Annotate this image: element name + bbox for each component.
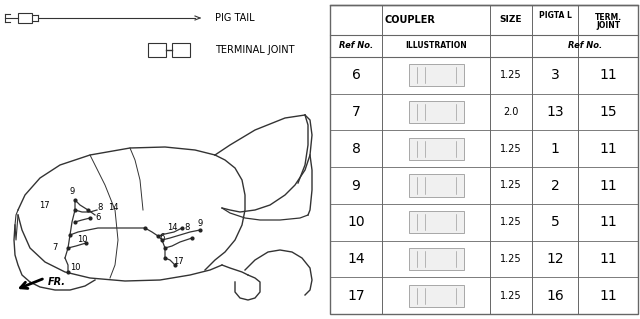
Text: 9: 9 <box>69 188 75 197</box>
Text: 14: 14 <box>167 224 177 233</box>
Text: 1: 1 <box>550 142 559 156</box>
Text: 10: 10 <box>70 263 80 272</box>
Text: 8: 8 <box>97 203 102 211</box>
Text: 11: 11 <box>599 179 617 192</box>
Text: 17: 17 <box>173 257 183 266</box>
Text: TERMINAL JOINT: TERMINAL JOINT <box>215 45 294 55</box>
Text: 1.25: 1.25 <box>500 254 522 264</box>
Text: 11: 11 <box>599 68 617 82</box>
Text: 14: 14 <box>108 203 118 211</box>
Text: 7: 7 <box>351 105 360 119</box>
Text: 9: 9 <box>351 179 360 192</box>
Text: 12: 12 <box>546 252 564 266</box>
Text: 1.25: 1.25 <box>500 144 522 154</box>
Text: PIG TAIL: PIG TAIL <box>215 13 255 23</box>
Bar <box>18 13 32 23</box>
Text: 11: 11 <box>599 142 617 156</box>
Text: 11: 11 <box>599 289 617 303</box>
Text: 15: 15 <box>599 105 617 119</box>
Text: 6: 6 <box>351 68 360 82</box>
Text: 6: 6 <box>159 234 164 242</box>
Bar <box>408 138 463 160</box>
Text: 1.25: 1.25 <box>500 70 522 80</box>
Text: Ref No.: Ref No. <box>339 41 373 50</box>
Text: 8: 8 <box>184 224 189 233</box>
Text: 2: 2 <box>550 179 559 192</box>
Text: TERM.: TERM. <box>595 12 621 21</box>
Bar <box>408 248 463 270</box>
Text: 1.25: 1.25 <box>500 291 522 300</box>
Text: 10: 10 <box>77 235 87 244</box>
Text: 14: 14 <box>347 252 365 266</box>
Text: 6: 6 <box>95 213 100 222</box>
Bar <box>408 211 463 233</box>
Bar <box>408 174 463 197</box>
Text: 11: 11 <box>599 252 617 266</box>
Text: 10: 10 <box>347 215 365 229</box>
Bar <box>408 101 463 123</box>
Text: 3: 3 <box>550 68 559 82</box>
Text: 9: 9 <box>197 219 203 227</box>
Bar <box>408 285 463 307</box>
Text: COUPLER: COUPLER <box>385 15 435 25</box>
Text: PIGTA L: PIGTA L <box>539 11 572 20</box>
Text: ILLUSTRATION: ILLUSTRATION <box>405 41 467 50</box>
Text: SIZE: SIZE <box>500 16 522 25</box>
Text: FR.: FR. <box>48 277 66 287</box>
Text: 17: 17 <box>38 202 49 211</box>
Text: 1.25: 1.25 <box>500 181 522 190</box>
Text: 7: 7 <box>52 242 58 251</box>
Text: 1.25: 1.25 <box>500 217 522 227</box>
Bar <box>172 43 190 57</box>
Text: JOINT: JOINT <box>596 21 620 31</box>
Text: 8: 8 <box>351 142 360 156</box>
Bar <box>330 5 638 314</box>
Bar <box>408 64 463 86</box>
Text: Ref No.: Ref No. <box>568 41 602 50</box>
Bar <box>148 43 166 57</box>
Text: 5: 5 <box>550 215 559 229</box>
Text: 13: 13 <box>546 105 564 119</box>
Text: 17: 17 <box>347 289 365 303</box>
Text: 16: 16 <box>546 289 564 303</box>
Text: 2.0: 2.0 <box>503 107 518 117</box>
Text: 11: 11 <box>599 215 617 229</box>
